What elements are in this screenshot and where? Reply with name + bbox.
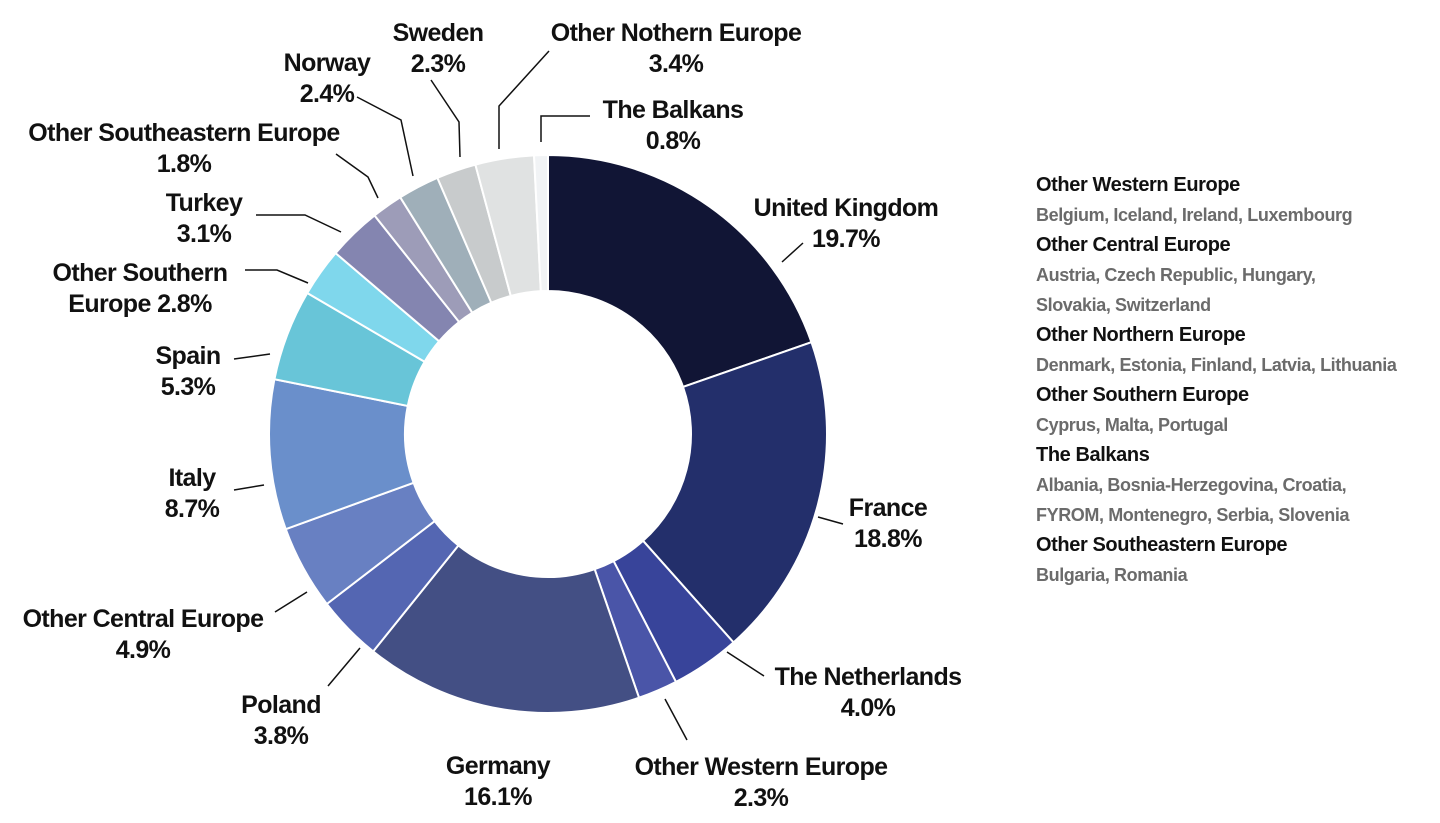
label-name: France — [849, 494, 928, 522]
leader-line-other-western-europe — [664, 698, 688, 741]
legend-region-name: Other Western Europe — [1036, 174, 1240, 196]
label-other-nothern-europe: Other Nothern Europe 3.4% — [551, 19, 802, 78]
leader-line-spain — [233, 353, 271, 360]
legend-countries-line: Belgium, Iceland, Ireland, Luxembourg — [1036, 205, 1353, 225]
leader-line-turkey — [256, 214, 342, 233]
label-norway: Norway 2.4% — [284, 49, 371, 108]
label-the-netherlands: The Netherlands 4.0% — [775, 663, 962, 722]
label-value: 18.8% — [854, 525, 922, 553]
leader-line-other-nothern-europe — [498, 50, 550, 149]
legend-countries-line: Slovakia, Switzerland — [1036, 295, 1211, 315]
legend-countries: Albania, Bosnia-Herzegovina, Croatia, FYR… — [1036, 470, 1436, 530]
label-name: Norway — [284, 49, 371, 77]
label-germany: Germany 16.1% — [446, 752, 551, 811]
label-poland: Poland 3.8% — [241, 691, 321, 750]
leader-line-italy — [233, 484, 265, 491]
label-sweden: Sweden 2.3% — [393, 19, 484, 78]
legend-countries-line: Denmark, Estonia, Finland, Latvia, Lithu… — [1036, 355, 1397, 375]
legend-item-other-northern-europe: Other Northern Europe Denmark, Estonia, F… — [1036, 320, 1436, 380]
slice-the-balkans — [532, 153, 549, 293]
legend-item-other-southeastern-europe: Other Southeastern Europe Bulgaria, Roman… — [1036, 530, 1436, 590]
label-name: Turkey — [166, 189, 243, 217]
label-value: 19.7% — [812, 225, 880, 253]
leader-line-poland — [327, 647, 361, 687]
legend-item-other-southern-europe: Other Southern Europe Cyprus, Malta, Port… — [1036, 380, 1436, 440]
legend-region-name: Other Southeastern Europe — [1036, 534, 1288, 556]
label-italy: Italy 8.7% — [165, 464, 220, 523]
legend-countries-line: Cyprus, Malta, Portugal — [1036, 415, 1228, 435]
label-turkey: Turkey 3.1% — [166, 189, 243, 248]
legend-countries: Austria, Czech Republic, Hungary, Slovaki… — [1036, 260, 1436, 320]
label-other-western-europe: Other Western Europe 2.3% — [635, 753, 889, 812]
legend-countries: Cyprus, Malta, Portugal — [1036, 410, 1436, 440]
label-name: Poland — [241, 691, 321, 719]
label-value: 8.7% — [165, 495, 220, 523]
chart-labels: United Kingdom 19.7% France 18.8% The Nether… — [23, 19, 962, 812]
label-the-balkans: The Balkans 0.8% — [603, 96, 744, 155]
label-value: 4.9% — [116, 636, 171, 664]
label-value: 2.3% — [734, 784, 789, 812]
label-value: 5.3% — [161, 373, 216, 401]
label-other-southeastern-europe: Other Southeastern Europe 1.8% — [28, 119, 340, 178]
legend-countries: Bulgaria, Romania — [1036, 560, 1436, 590]
leader-line-sweden — [430, 79, 461, 158]
label-name: The Balkans — [603, 96, 744, 124]
label-value: 3.8% — [254, 722, 309, 750]
label-name: Spain — [155, 342, 220, 370]
label-name: Other Central Europe — [23, 605, 265, 633]
slice-germany — [371, 544, 641, 714]
legend-item-the-balkans: The Balkans Albania, Bosnia-Herzegovina, … — [1036, 440, 1436, 530]
label-value: 16.1% — [464, 783, 532, 811]
legend-region-name: Other Southern Europe — [1036, 384, 1249, 406]
legend-region-name: The Balkans — [1036, 444, 1150, 466]
legend-countries-line: FYROM, Montenegro, Serbia, Slovenia — [1036, 505, 1350, 525]
legend-item-other-western-europe: Other Western Europe Belgium, Iceland, Ir… — [1036, 170, 1436, 230]
leader-line-other-southeastern-europe — [335, 153, 379, 199]
label-spain: Spain 5.3% — [155, 342, 220, 401]
legend-region-name: Other Northern Europe — [1036, 324, 1246, 346]
legend-countries: Denmark, Estonia, Finland, Latvia, Lithu… — [1036, 350, 1436, 380]
label-name: United Kingdom — [754, 194, 939, 222]
label-name: Other Southern — [53, 259, 228, 287]
leader-line-france — [817, 516, 844, 525]
chart-slices — [268, 153, 828, 714]
legend-countries-line: Bulgaria, Romania — [1036, 565, 1188, 585]
label-value: 2.4% — [300, 80, 355, 108]
label-name: Other Western Europe — [635, 753, 889, 781]
label-value: 2.3% — [411, 50, 466, 78]
legend-countries: Belgium, Iceland, Ireland, Luxembourg — [1036, 200, 1436, 230]
leader-line-other-southern-europe — [245, 269, 309, 284]
label-value: 0.8% — [646, 127, 701, 155]
label-name: Other Southeastern Europe — [28, 119, 340, 147]
label-name: Italy — [168, 464, 216, 492]
slice-france — [641, 340, 828, 644]
label-other-southern-europe: Other Southern Europe 2.8% — [53, 259, 228, 318]
label-value: 1.8% — [157, 150, 212, 178]
label-other-central-europe: Other Central Europe 4.9% — [23, 605, 265, 664]
label-name: Other Nothern Europe — [551, 19, 802, 47]
label-name: Germany — [446, 752, 551, 780]
legend-region-name: Other Central Europe — [1036, 234, 1231, 256]
region-legend: Other Western Europe Belgium, Iceland, Ir… — [1036, 170, 1436, 590]
label-value: 3.4% — [649, 50, 704, 78]
leader-line-the-balkans — [540, 115, 590, 142]
label-united-kingdom: United Kingdom 19.7% — [754, 194, 939, 253]
leader-line-norway — [356, 96, 414, 177]
label-value: 4.0% — [841, 694, 896, 722]
leader-line-united-kingdom — [781, 242, 804, 263]
label-value: 3.1% — [177, 220, 232, 248]
slice-united-kingdom — [547, 153, 813, 389]
legend-item-other-central-europe: Other Central Europe Austria, Czech Repub… — [1036, 230, 1436, 320]
leader-line-other-central-europe — [274, 591, 308, 613]
chart-leader-lines — [233, 50, 844, 741]
label-name: Sweden — [393, 19, 484, 47]
label-value: Europe 2.8% — [68, 290, 212, 318]
leader-line-the-netherlands — [726, 651, 765, 677]
label-name: The Netherlands — [775, 663, 962, 691]
legend-countries-line: Albania, Bosnia-Herzegovina, Croatia, — [1036, 475, 1347, 495]
legend-countries-line: Austria, Czech Republic, Hungary, — [1036, 265, 1316, 285]
label-france: France 18.8% — [849, 494, 928, 553]
